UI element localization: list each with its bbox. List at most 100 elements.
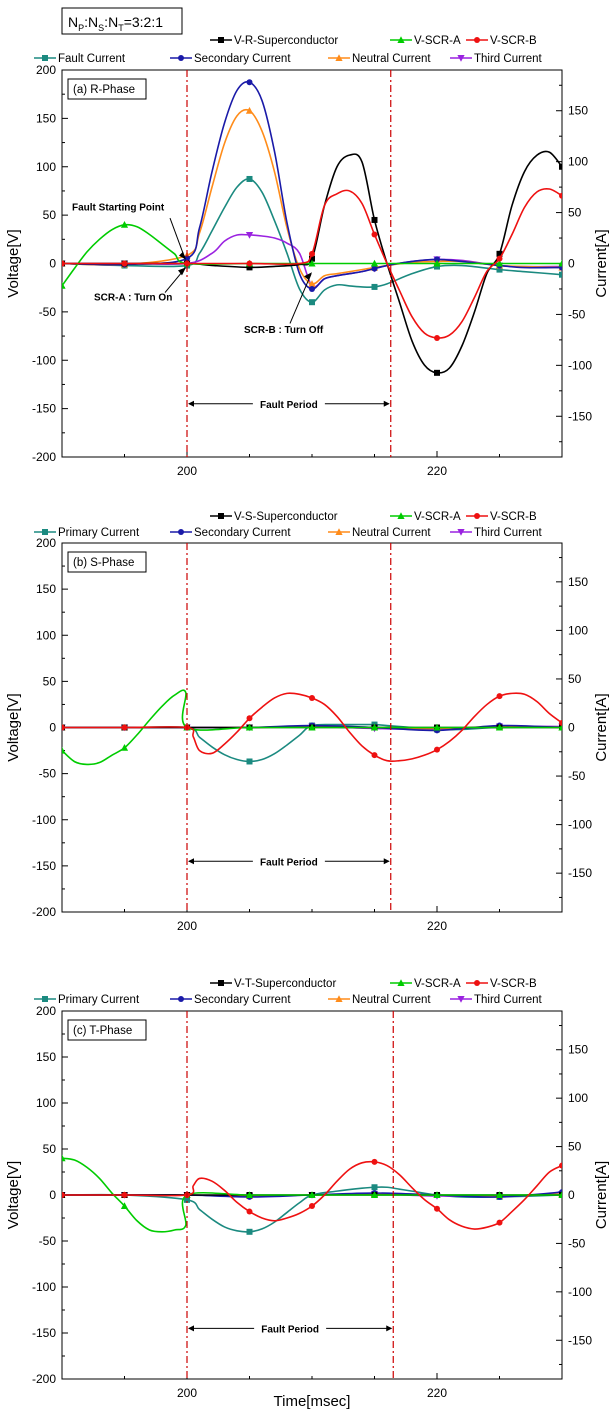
data-point [433, 259, 441, 267]
legend-item: Neutral Current [328, 53, 431, 65]
y-tick-label: -150 [32, 1326, 56, 1340]
data-point [120, 1202, 129, 1210]
data-point [370, 723, 379, 731]
fault-period-marker: Fault Period [188, 854, 390, 869]
data-point [496, 250, 503, 257]
data-point [62, 281, 66, 289]
series-line [62, 150, 562, 374]
data-point [309, 1203, 315, 1210]
series-group [62, 689, 562, 766]
legend-item: V-T-Superconductor [210, 978, 336, 990]
arrowhead [178, 267, 186, 276]
legend-item: Primary Current [34, 994, 140, 1006]
legend-swatch-marker [42, 529, 48, 535]
data-point [495, 1191, 504, 1198]
data-point [559, 163, 562, 170]
panel-label-box: (b) S-Phase [67, 551, 147, 573]
legend-label: Secondary Current [194, 53, 291, 65]
data-point [434, 369, 440, 376]
data-point [246, 1228, 253, 1235]
arrowhead [179, 251, 186, 260]
legend-swatch-marker [178, 996, 184, 1002]
legend-item: V-R-Superconductor [210, 35, 338, 47]
panel-label: (b) S-Phase [73, 557, 134, 569]
legend-swatch-marker [178, 529, 184, 535]
legend-swatch-marker [42, 996, 48, 1002]
x-tick-label: 220 [427, 919, 447, 933]
data-point [371, 231, 378, 238]
legend-swatch-marker [474, 980, 480, 986]
series-line [62, 1157, 562, 1233]
data-point [246, 264, 253, 271]
y2-tick-label: 0 [568, 721, 575, 735]
legend-label: Primary Current [58, 527, 140, 539]
annotation-scr-b: SCR-B : Turn Off [244, 325, 324, 336]
y2-tick-label: 100 [568, 155, 588, 169]
y-axis-title: Voltage[V] [5, 693, 22, 761]
x-tick-label: 220 [427, 464, 447, 478]
ratio-sub-t: T [118, 23, 124, 33]
y2-axis-title: Current[A] [593, 1161, 610, 1229]
data-point [558, 723, 562, 731]
data-point [371, 1184, 378, 1191]
panel-label-frame [67, 551, 147, 573]
panel-label-box: (c) T-Phase [67, 1019, 147, 1041]
y2-tick-label: 0 [568, 1188, 575, 1202]
series-line [62, 1160, 562, 1230]
legend-label: Primary Current [58, 994, 140, 1006]
data-point [559, 192, 562, 199]
legend-label: V-SCR-A [414, 978, 461, 990]
data-point [308, 259, 316, 267]
y2-tick-label: -100 [568, 358, 592, 372]
y2-tick-label: 50 [568, 206, 582, 220]
y-tick-label: 0 [49, 1188, 56, 1202]
legend-label: Neutral Current [352, 53, 431, 65]
data-point [371, 265, 378, 272]
legend-label: V-SCR-B [490, 35, 537, 47]
fault-period-label-bg [252, 396, 325, 411]
legend-label: Third Current [474, 53, 543, 65]
annotations: Fault Starting Point SCR-A : Turn On SCR-B… [72, 202, 324, 336]
series-group [62, 79, 562, 376]
data-point [246, 175, 253, 182]
annotation-arrow [169, 217, 186, 259]
data-point [245, 723, 254, 731]
legend-label: V-T-Superconductor [234, 978, 336, 990]
turns-ratio-frame [61, 7, 183, 35]
legend-swatch-marker [474, 37, 480, 43]
y2-tick-label: 150 [568, 1043, 588, 1057]
arrowhead-right [386, 1325, 393, 1332]
y-tick-label: -100 [32, 353, 56, 367]
series-line [62, 223, 562, 287]
y2-tick-label: -50 [568, 1236, 586, 1250]
data-point [245, 1191, 254, 1198]
y-tick-label: 50 [43, 674, 57, 688]
legend-swatch-marker [335, 995, 343, 1002]
y-tick-label: -50 [39, 767, 57, 781]
y-tick-label: -200 [32, 450, 56, 464]
legend-swatch-marker [218, 513, 224, 519]
data-point [121, 1192, 128, 1198]
data-point [495, 723, 504, 731]
data-point [558, 1191, 562, 1198]
legend-label: Fault Current [58, 53, 126, 65]
data-point [558, 259, 562, 267]
y-axis-title: Voltage[V] [5, 229, 22, 297]
legend-item: Neutral Current [328, 527, 431, 539]
legend: V-S-Superconductor V-SCR-A V-SCR-B Primary … [34, 511, 543, 539]
data-point [371, 216, 378, 223]
legend-label: Neutral Current [352, 527, 431, 539]
legend-swatch-marker [397, 512, 405, 519]
data-point [496, 266, 503, 273]
y-tick-label: 100 [36, 1096, 56, 1110]
fault-period-label-bg [254, 1321, 327, 1336]
y2-tick-label: 50 [568, 1140, 582, 1154]
data-point [371, 752, 378, 759]
data-point [370, 259, 379, 267]
data-point [434, 1205, 440, 1212]
legend-item: V-SCR-A [390, 978, 461, 990]
fault-period-marker: Fault Period [188, 396, 390, 411]
series-group [62, 1154, 562, 1235]
x-tick-label: 200 [177, 1386, 197, 1400]
